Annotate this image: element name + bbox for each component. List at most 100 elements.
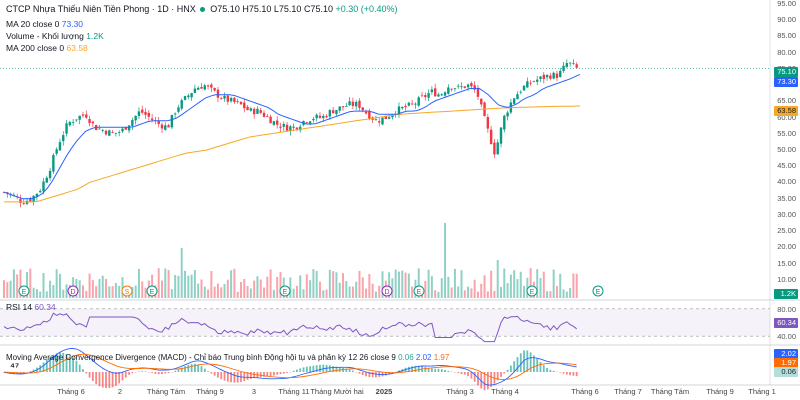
macd-histogram-bar bbox=[322, 364, 325, 372]
volume-bar bbox=[404, 272, 407, 298]
candle-body bbox=[68, 122, 72, 126]
volume-bar bbox=[513, 270, 516, 298]
candle-body bbox=[236, 101, 239, 102]
rsi-line bbox=[3, 312, 578, 343]
macd-histogram-bar bbox=[197, 364, 200, 372]
price-tick-label: 95.00 bbox=[777, 0, 796, 8]
macd-histogram-bar bbox=[407, 366, 410, 372]
time-tick-label: 3 bbox=[251, 387, 257, 396]
candle-body bbox=[539, 76, 542, 79]
candle-body bbox=[229, 97, 233, 102]
candle-body bbox=[562, 65, 565, 71]
market-status-icon bbox=[199, 7, 205, 13]
macd-histogram-bar bbox=[477, 372, 479, 386]
macd-hist-value: 0.06 bbox=[398, 353, 414, 362]
candle-body bbox=[545, 74, 549, 78]
volume-bar bbox=[546, 291, 549, 298]
volume-bar bbox=[500, 287, 503, 298]
macd-histogram-bar bbox=[82, 369, 84, 372]
candle-body bbox=[308, 121, 312, 124]
candle-body bbox=[335, 109, 338, 115]
candle-body bbox=[476, 88, 480, 97]
macd-histogram-bar bbox=[266, 372, 269, 377]
macd-legend[interactable]: Moving Average Convergence Divergence (M… bbox=[6, 352, 449, 363]
rsi-value: 60.34 bbox=[34, 302, 56, 312]
price-tick-label: 85.00 bbox=[777, 31, 796, 41]
candle-body bbox=[177, 107, 180, 112]
candle-body bbox=[75, 119, 78, 121]
volume-bar bbox=[536, 269, 539, 298]
rsi-band bbox=[0, 308, 770, 337]
volume-bar bbox=[160, 280, 163, 298]
price-tick-label: 25.00 bbox=[777, 226, 796, 236]
macd-histogram-bar bbox=[486, 372, 489, 390]
candle-body bbox=[180, 100, 183, 109]
candle-body bbox=[433, 88, 437, 97]
volume-bar bbox=[19, 269, 22, 298]
candle-body bbox=[552, 72, 555, 79]
candle-body bbox=[361, 107, 364, 111]
time-tick-label: Tháng 6 bbox=[571, 387, 599, 396]
candle-body bbox=[499, 127, 503, 144]
macd-histogram-bar bbox=[440, 369, 443, 372]
volume-bar bbox=[98, 278, 101, 298]
macd-histogram-bar bbox=[42, 362, 45, 372]
price-tick-label: 50.00 bbox=[777, 145, 796, 154]
candle-body bbox=[457, 85, 460, 87]
macd-histogram-bar bbox=[111, 372, 114, 388]
macd-line-tag: 2.02 bbox=[774, 349, 798, 359]
volume-bar bbox=[170, 289, 173, 298]
volume-bar bbox=[555, 286, 558, 298]
macd-histogram-bar bbox=[572, 372, 575, 376]
rsi-legend[interactable]: RSI 14 60.34 bbox=[6, 302, 56, 313]
macd-histogram-bar bbox=[282, 372, 285, 374]
candle-body bbox=[516, 94, 519, 100]
macd-histogram-bar bbox=[22, 372, 25, 374]
rsi-tick-label: 40.00 bbox=[777, 332, 796, 341]
ma200-legend[interactable]: MA 200 close 0 63.58 bbox=[6, 43, 88, 54]
macd-histogram-bar bbox=[351, 370, 354, 372]
price-tick-label: 80.00 bbox=[777, 47, 796, 57]
macd-histogram-bar bbox=[286, 372, 288, 373]
candle-body bbox=[147, 112, 151, 117]
ma20-legend[interactable]: MA 20 close 0 73.30 bbox=[6, 19, 83, 30]
candle-body bbox=[210, 84, 213, 88]
candle-body bbox=[466, 84, 470, 88]
candle-body bbox=[549, 75, 552, 79]
volume-bar bbox=[42, 273, 45, 298]
candle-body bbox=[252, 108, 256, 115]
candle-body bbox=[58, 142, 62, 151]
event-marker-label: E bbox=[22, 289, 27, 296]
macd-histogram-bar bbox=[45, 359, 48, 372]
macd-histogram-bar bbox=[503, 372, 506, 374]
volume-bar bbox=[292, 288, 295, 298]
candle-body bbox=[414, 103, 417, 105]
time-tick-label: Tháng 11 bbox=[278, 387, 310, 396]
macd-histogram-bar bbox=[269, 372, 272, 377]
candle-body bbox=[157, 120, 160, 125]
volume-bar bbox=[569, 287, 572, 298]
macd-histogram-bar bbox=[223, 372, 226, 381]
candle-body bbox=[220, 98, 223, 100]
volume-bar bbox=[295, 285, 298, 298]
macd-histogram-bar bbox=[309, 366, 312, 372]
macd-histogram-bar bbox=[480, 372, 483, 389]
macd-histogram-bar bbox=[184, 366, 186, 372]
candle-body bbox=[358, 100, 361, 108]
volume-bar bbox=[328, 269, 331, 298]
candle-body bbox=[226, 95, 230, 102]
symbol-name[interactable]: CTCP Nhựa Thiếu Niên Tiền Phong · 1D · H… bbox=[6, 4, 196, 14]
macd-histogram-bar bbox=[417, 365, 420, 372]
candle-body bbox=[447, 87, 450, 94]
volume-legend[interactable]: Volume - Khối lượng 1.2K bbox=[6, 31, 104, 42]
event-marker-label: E bbox=[150, 289, 155, 296]
candle-body bbox=[213, 87, 216, 91]
rsi-label: RSI 14 bbox=[6, 302, 32, 312]
candle-body bbox=[486, 117, 490, 129]
candle-body bbox=[134, 115, 137, 121]
candle-body bbox=[98, 128, 101, 130]
event-marker-icon bbox=[592, 285, 604, 297]
ma200-value: 63.58 bbox=[66, 43, 88, 53]
volume-bar bbox=[509, 274, 512, 298]
